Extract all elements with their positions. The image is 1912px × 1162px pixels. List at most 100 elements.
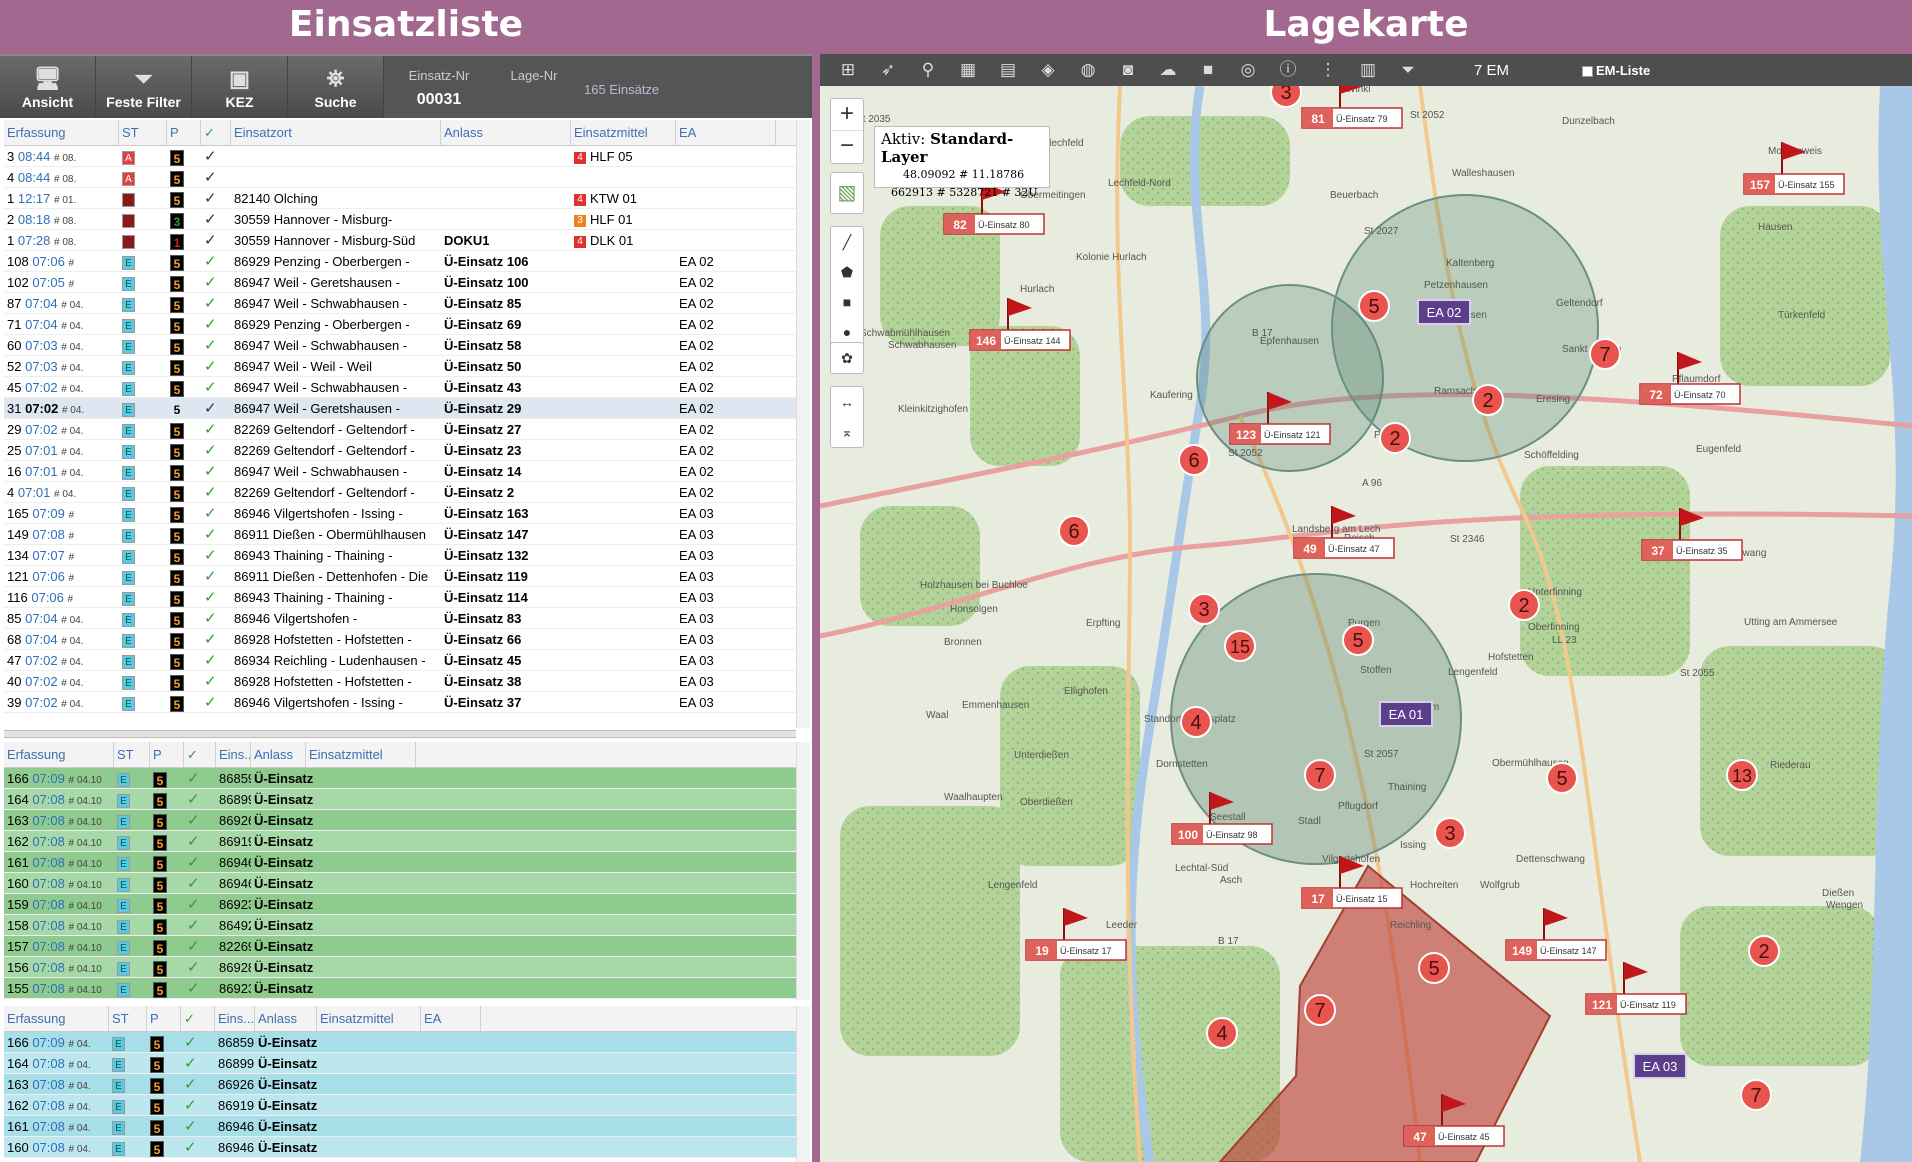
lage-nr-field[interactable]: Lage-Nr <box>494 56 574 118</box>
document-icon[interactable]: ▤ <box>999 60 1017 79</box>
pointer-icon[interactable]: ⊞ <box>840 60 856 79</box>
cluster-marker[interactable]: 3 <box>1270 76 1302 108</box>
table-row[interactable]: 163 07:08 # 04. E 5 ✓ 86926 Ü-Einsatz <box>4 1074 796 1095</box>
table-row[interactable]: 134 07:07 # E 5 ✓ 86943 Thaining - Thaining … <box>4 545 796 566</box>
circle-icon[interactable]: ● <box>842 324 852 340</box>
check-cell[interactable]: ✓ <box>181 1074 215 1094</box>
check-cell[interactable]: ✓ <box>184 789 216 809</box>
check-cell[interactable]: ✓ <box>181 1032 215 1052</box>
check-cell[interactable]: ✓ <box>184 978 216 998</box>
einsatz-marker[interactable]: 82 Ü-Einsatz 80 <box>943 182 1045 235</box>
column-header[interactable]: EA <box>421 1006 481 1031</box>
ea-area-label[interactable]: EA 02 <box>1417 299 1471 325</box>
cluster-marker[interactable]: 6 <box>1058 515 1090 547</box>
check-cell[interactable]: ✓ <box>184 768 216 788</box>
info-icon[interactable]: ⓘ <box>1279 60 1297 79</box>
polygon-icon[interactable]: ⬟ <box>840 264 854 280</box>
check-cell[interactable]: ✓ <box>201 587 231 607</box>
check-cell[interactable]: ✓ <box>201 482 231 502</box>
table-row[interactable]: 102 07:05 # E 5 ✓ 86947 Weil - Geretshausen … <box>4 272 796 293</box>
scrollbar[interactable] <box>796 742 810 1000</box>
check-cell[interactable]: ✓ <box>181 1137 215 1157</box>
table-row[interactable]: 121 07:06 # E 5 ✓ 86911 Dießen - Dettenhofen… <box>4 566 796 587</box>
cluster-marker[interactable]: 5 <box>1358 290 1390 322</box>
column-header[interactable]: P <box>167 120 201 145</box>
em-liste-checkbox[interactable]: EM-Liste <box>1582 63 1650 78</box>
table-row[interactable]: 31 07:02 # 04. E 5 ✓ 86947 Weil - Geretshaus… <box>4 398 796 419</box>
feste-filter-button[interactable]: ⏷ Feste Filter 135 <box>96 56 215 118</box>
einsatz-marker[interactable]: 123 Ü-Einsatz 121 <box>1229 392 1331 445</box>
cluster-marker[interactable]: 5 <box>1342 624 1374 656</box>
check-cell[interactable]: ✓ <box>201 629 231 649</box>
einsatz-nr-field[interactable]: Einsatz-Nr 00031 <box>384 56 494 118</box>
einsatz-marker[interactable]: 19 Ü-Einsatz 17 <box>1025 908 1127 961</box>
cluster-marker[interactable]: 6 <box>1178 444 1210 476</box>
table-row[interactable]: 162 07:08 # 04. E 5 ✓ 86919 Ü-Einsatz <box>4 1095 796 1116</box>
check-cell[interactable]: ✓ <box>184 894 216 914</box>
column-header[interactable]: Anlass <box>255 1006 317 1031</box>
check-cell[interactable]: ✓ <box>201 293 231 313</box>
table-row[interactable]: 47 07:02 # 04. E 5 ✓ 86934 Reichling - Luden… <box>4 650 796 671</box>
cluster-marker[interactable]: 5 <box>1546 762 1578 794</box>
map-canvas[interactable]: Winkl St 2035 Klosterlechfeld Obermeitingen… <box>820 76 1912 1162</box>
video-icon[interactable]: ■ <box>1202 60 1214 79</box>
check-cell[interactable]: ✓ <box>181 1053 215 1073</box>
column-header[interactable]: Erfassung <box>4 1006 109 1031</box>
einsatz-marker[interactable]: 47 Ü-Einsatz 45 <box>1403 1094 1505 1147</box>
check-cell[interactable]: ✓ <box>184 957 216 977</box>
cluster-marker[interactable]: 3 <box>1434 817 1466 849</box>
check-cell[interactable]: ✓ <box>201 230 231 250</box>
cluster-marker[interactable]: 7 <box>1740 1079 1772 1111</box>
kez-button[interactable]: ▣ KEZ <box>192 56 288 118</box>
tree-icon[interactable]: ⋮ <box>1319 60 1337 79</box>
check-cell[interactable]: ✓ <box>201 314 231 334</box>
table-row[interactable]: 40 07:02 # 04. E 5 ✓ 86928 Hofstetten - Hofs… <box>4 671 796 692</box>
column-header[interactable]: P <box>147 1006 181 1031</box>
column-header[interactable]: P <box>150 742 184 767</box>
rectangle-icon[interactable]: ■ <box>842 294 852 310</box>
cluster-marker[interactable]: 2 <box>1508 589 1540 621</box>
check-cell[interactable]: ✓ <box>184 936 216 956</box>
cluster-marker[interactable]: 5 <box>1418 952 1450 984</box>
einsatz-marker[interactable]: 146 Ü-Einsatz 144 <box>969 298 1071 351</box>
check-cell[interactable]: ✓ <box>201 209 231 229</box>
check-cell[interactable]: ✓ <box>184 810 216 830</box>
einsatz-marker[interactable]: 157 Ü-Einsatz 155 <box>1743 142 1845 195</box>
einsatz-marker[interactable]: 17 Ü-Einsatz 15 <box>1301 856 1403 909</box>
einsatz-marker[interactable]: 37 Ü-Einsatz 35 <box>1641 508 1743 561</box>
column-header[interactable]: Erfassung <box>4 120 119 145</box>
check-cell[interactable]: ✓ <box>184 873 216 893</box>
check-cell[interactable]: ✓ <box>201 650 231 670</box>
table-row[interactable]: 1 07:28 # 08. 1 ✓ 30559 Hannover - Misburg-… <box>4 230 796 251</box>
column-header[interactable]: ✓ <box>181 1006 215 1031</box>
check-cell[interactable]: ✓ <box>201 377 231 397</box>
layers-icon[interactable]: ◈ <box>1041 60 1055 79</box>
column-header[interactable]: ✓ <box>184 742 216 767</box>
check-cell[interactable]: ✓ <box>181 1116 215 1136</box>
table-row[interactable]: 4 08:44 # 08. A 5 ✓ <box>4 167 796 188</box>
check-cell[interactable]: ✓ <box>201 335 231 355</box>
check-cell[interactable]: ✓ <box>201 272 231 292</box>
splitter[interactable] <box>4 730 796 738</box>
chart-icon[interactable]: ▥ <box>1359 60 1377 79</box>
table-row[interactable]: 165 07:09 # E 5 ✓ 86946 Vilgertshofen - Issi… <box>4 503 796 524</box>
einsatz-marker[interactable]: 100 Ü-Einsatz 98 <box>1171 792 1273 845</box>
check-cell[interactable]: ✓ <box>181 1095 215 1115</box>
palette-icon[interactable]: ✿ <box>841 350 853 366</box>
zoom-in-button[interactable]: + <box>831 99 863 131</box>
column-header[interactable]: Eins... <box>216 742 251 767</box>
column-header[interactable]: ST <box>109 1006 147 1031</box>
column-header[interactable]: Eins... <box>215 1006 255 1031</box>
einsatz-marker[interactable]: 121 Ü-Einsatz 119 <box>1585 962 1687 1015</box>
table-row[interactable]: 45 07:02 # 04. E 5 ✓ 86947 Weil - Schwabhaus… <box>4 377 796 398</box>
table-row[interactable]: 116 07:06 # E 5 ✓ 86943 Thaining - Thaining … <box>4 587 796 608</box>
column-header[interactable]: Einsatzort <box>231 120 441 145</box>
table-row[interactable]: 161 07:08 # 04. E 5 ✓ 86946 Ü-Einsatz <box>4 1116 796 1137</box>
zoom-icon[interactable]: ⚲ <box>921 60 935 79</box>
